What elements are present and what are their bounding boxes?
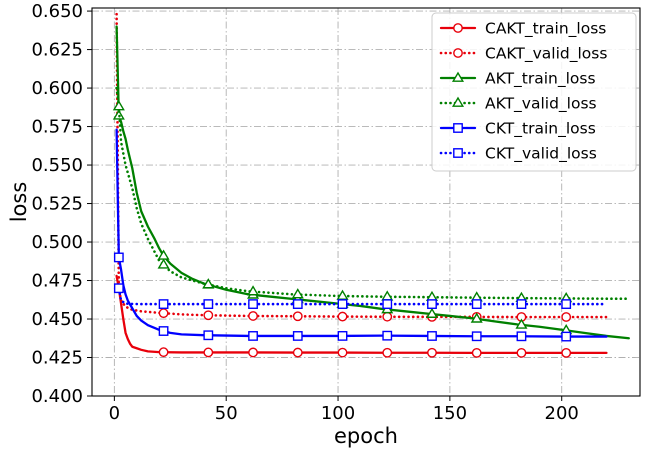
legend-item-akt-valid-loss: AKT_valid_loss (439, 95, 597, 114)
akt-valid-loss-marker (157, 258, 170, 269)
x-tick-label: 0 (109, 403, 120, 424)
ckt-valid-loss-line (115, 283, 608, 306)
cakt-valid-loss-marker (292, 311, 303, 322)
series-ckt-train-loss (113, 128, 608, 342)
x-tick-label: 50 (215, 403, 238, 424)
legend-item-ckt-train-loss: CKT_train_loss (439, 120, 596, 139)
ckt-valid-loss-marker (516, 299, 527, 309)
ckt-valid-loss-marker (248, 299, 258, 309)
legend-box (431, 12, 637, 172)
legend-item-cakt-valid-loss: CAKT_valid_loss (439, 45, 607, 64)
legend-marker (453, 48, 463, 58)
ckt-train-loss-marker (382, 330, 393, 341)
ckt-train-loss-marker (471, 331, 482, 342)
cakt-train-loss-marker (561, 347, 572, 358)
ckt-train-loss-marker (203, 330, 214, 341)
ckt-train-loss-marker (561, 331, 572, 342)
legend-marker (453, 23, 463, 33)
y-tick-label: 0.650 (31, 1, 83, 22)
legend-label: CKT_valid_loss (485, 145, 597, 164)
akt-valid-loss-marker (336, 289, 349, 300)
cakt-train-loss-marker (382, 347, 393, 358)
legend-label: AKT_valid_loss (485, 95, 597, 114)
ckt-train-loss-marker (113, 252, 124, 263)
ckt-train-loss-line (115, 128, 608, 338)
legend-marker (453, 148, 463, 158)
legend-marker (453, 123, 463, 133)
y-tick-label: 0.450 (31, 309, 83, 330)
ckt-valid-loss-marker (337, 299, 348, 309)
ckt-valid-loss-marker (292, 299, 303, 309)
akt-valid-loss-marker (247, 285, 260, 296)
akt-train-loss-marker (425, 307, 439, 318)
cakt-train-loss-marker (203, 347, 214, 358)
y-tick-label: 0.500 (31, 232, 83, 253)
cakt-valid-loss-marker (382, 311, 393, 322)
ckt-valid-loss-marker (561, 299, 572, 309)
plot-frame (91, 7, 641, 397)
ckt-valid-loss-marker (158, 299, 169, 309)
akt-train-loss-marker (515, 318, 528, 329)
akt-valid-loss-marker (202, 278, 215, 289)
legend: CAKT_train_loss CAKT_valid_loss AKT_train_… (431, 12, 637, 172)
cakt-valid-loss-marker (203, 310, 214, 321)
ckt-train-loss-marker (337, 331, 348, 341)
ckt-train-loss-marker (516, 331, 527, 342)
x-tick-label: 200 (545, 403, 579, 424)
legend-label: CKT_train_loss (485, 120, 596, 139)
y-tick-label: 0.425 (31, 348, 83, 369)
series-ckt-valid-loss (113, 283, 608, 309)
cakt-valid-loss-marker (337, 311, 348, 322)
legend-label: CAKT_train_loss (485, 20, 606, 39)
y-tick-label: 0.400 (31, 386, 83, 407)
y-axis-label: loss (7, 182, 31, 223)
ckt-train-loss-marker (158, 326, 169, 336)
x-axis-label: epoch (334, 424, 398, 448)
series-layer (112, 12, 631, 358)
y-tick-label: 0.600 (31, 78, 83, 99)
cakt-train-loss-marker (248, 347, 258, 358)
cakt-train-loss-marker (337, 347, 348, 358)
ckt-valid-loss-marker (203, 299, 214, 309)
akt-valid-loss-marker (291, 288, 304, 299)
ckt-valid-loss-marker (382, 299, 393, 309)
x-tick-label: 100 (321, 403, 355, 424)
y-tick-label: 0.625 (31, 40, 83, 61)
cakt-train-loss-marker (292, 347, 303, 358)
legend-marker (451, 71, 465, 82)
legend-label: AKT_train_loss (485, 70, 596, 89)
cakt-train-loss-line (115, 274, 608, 355)
cakt-valid-loss-marker (561, 312, 572, 322)
y-tick-label: 0.475 (31, 271, 83, 292)
legend-marker (451, 96, 465, 107)
cakt-train-loss-marker (158, 347, 169, 358)
legend-label: CAKT_valid_loss (485, 45, 607, 64)
y-tick-label: 0.550 (31, 155, 83, 176)
cakt-valid-loss-marker (248, 311, 258, 321)
ckt-train-loss-marker (248, 331, 258, 341)
akt-train-loss-marker (112, 109, 125, 120)
ckt-valid-loss-marker (427, 299, 437, 309)
cakt-train-loss-marker (471, 347, 482, 358)
cakt-train-loss-marker (427, 347, 437, 358)
ckt-valid-loss-marker (113, 283, 124, 294)
x-tick-label: 150 (433, 403, 467, 424)
akt-valid-loss-marker (112, 100, 125, 111)
legend-item-akt-train-loss: AKT_train_loss (439, 70, 596, 89)
y-tick-label: 0.525 (31, 194, 83, 215)
legend-item-cakt-train-loss: CAKT_train_loss (439, 20, 606, 39)
akt-valid-loss-line (115, 86, 631, 300)
cakt-train-loss-marker (516, 347, 527, 358)
ckt-train-loss-marker (427, 331, 437, 341)
legend-item-ckt-valid-loss: CKT_valid_loss (439, 145, 597, 164)
akt-train-loss-line (115, 25, 630, 340)
ckt-train-loss-marker (292, 331, 303, 341)
cakt-valid-loss-marker (158, 308, 169, 319)
ckt-valid-loss-marker (471, 299, 482, 309)
akt-train-loss-marker (470, 312, 483, 323)
axes: 0 50 100 150 200 0.400 0.425 0.450 0.475 0.500 0.5… (31, 1, 578, 424)
y-tick-label: 0.575 (31, 117, 83, 138)
